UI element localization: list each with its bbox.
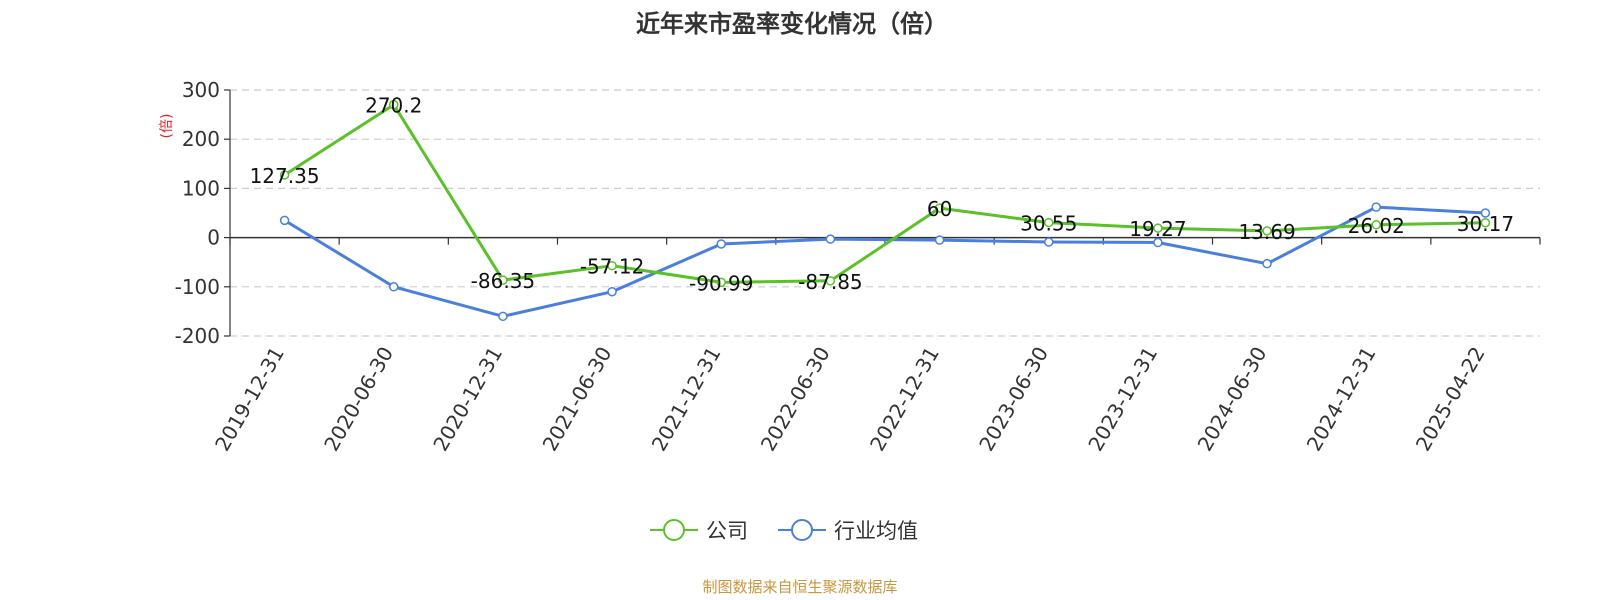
x-tick-label: 2022-06-30 — [756, 343, 835, 456]
data-point — [389, 99, 399, 110]
data-point — [498, 311, 508, 322]
x-tick-label: 2022-12-31 — [865, 342, 944, 455]
data-point — [279, 170, 290, 180]
data-point — [1480, 208, 1491, 218]
data-point — [279, 215, 290, 226]
y-tick-label: 0 — [207, 226, 220, 250]
data-label: -90.99 — [689, 271, 753, 295]
x-tick-label: 2024-06-30 — [1193, 343, 1272, 456]
data-label: -87.85 — [798, 270, 862, 294]
y-tick-label: 200 — [182, 127, 220, 151]
x-tick-label: 2023-06-30 — [974, 343, 1053, 456]
y-tick-label: -200 — [175, 324, 220, 348]
legend-item: 公司 — [650, 519, 748, 543]
data-point — [934, 203, 945, 213]
data-point — [1371, 220, 1381, 230]
y-tick-label: -100 — [175, 275, 220, 299]
data-labels: 127.35 270.2 -86.35 -57.12 -90.99 -87.85 60 30.… — [250, 94, 1514, 296]
data-label: 26.02 — [1348, 214, 1405, 238]
data-point — [498, 275, 508, 285]
data-label: 30.55 — [1020, 212, 1077, 236]
legend-item: 行业均值 — [778, 519, 918, 543]
data-point — [1371, 202, 1381, 212]
data-point — [825, 276, 836, 286]
legend-label: 公司 — [706, 519, 748, 543]
data-point — [1153, 223, 1163, 233]
y-tick-label: 100 — [182, 176, 220, 200]
data-point — [607, 286, 617, 297]
data-label: 127.35 — [250, 164, 320, 188]
grid — [230, 89, 1540, 337]
x-tick-label: 2021-12-31 — [647, 343, 726, 456]
x-tick-label: 2023-12-31 — [1083, 343, 1162, 456]
data-point — [607, 260, 617, 271]
source-note: 制图数据来自恒生聚源数据库 — [702, 578, 897, 596]
y-axis-label: (倍) — [159, 114, 175, 139]
data-point — [1044, 217, 1054, 228]
y-tick-label: 300 — [182, 78, 220, 102]
chart-title: 近年来市盈率变化情况（倍） — [636, 10, 948, 38]
x-tick-label: 2019-12-31 — [210, 343, 289, 456]
legend: 公司 行业均值 — [650, 519, 918, 543]
data-point — [934, 235, 945, 245]
data-label: 13.69 — [1238, 220, 1295, 244]
legend-marker — [663, 519, 685, 541]
x-tick-label: 2024-12-31 — [1302, 343, 1381, 456]
data-label: 19.27 — [1129, 217, 1186, 241]
legend-label: 行业均值 — [834, 519, 918, 543]
x-tick-label: 2020-06-30 — [319, 343, 398, 456]
series-line — [283, 103, 1486, 284]
data-label: 270.2 — [365, 94, 422, 118]
x-tick-label: 2025-04-22 — [1411, 343, 1490, 456]
x-tick-label: 2020-12-31 — [428, 342, 507, 455]
data-point — [1480, 218, 1491, 228]
data-label: -86.35 — [471, 269, 535, 293]
x-tick-label: 2021-06-30 — [538, 343, 617, 456]
data-label: 60 — [927, 197, 952, 221]
data-label: 30.17 — [1457, 212, 1514, 236]
data-point — [389, 282, 399, 292]
data-point — [1262, 226, 1272, 236]
data-point — [825, 234, 836, 244]
data-label: -57.12 — [580, 255, 644, 279]
data-point — [716, 277, 726, 288]
series-line — [283, 205, 1486, 318]
data-point — [716, 239, 726, 249]
data-point — [1153, 237, 1163, 248]
data-point — [1262, 258, 1272, 269]
series-lines — [279, 99, 1491, 322]
legend-marker — [791, 519, 813, 541]
data-point — [1044, 237, 1054, 247]
